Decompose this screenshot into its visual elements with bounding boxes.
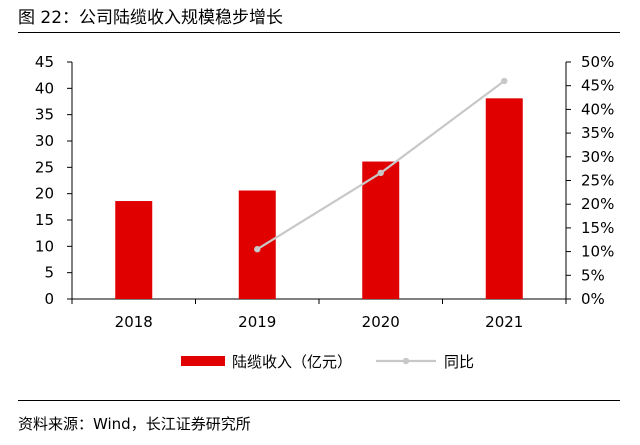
right-tick-label: 45% [581, 77, 614, 95]
source-divider [18, 400, 620, 401]
right-tick-label: 10% [581, 243, 614, 261]
x-tick-label: 2020 [362, 313, 400, 331]
right-tick-label: 20% [581, 195, 614, 213]
right-tick-label: 35% [581, 124, 614, 142]
yoy-point [254, 246, 261, 253]
x-tick-label: 2018 [115, 313, 153, 331]
bar-series [115, 98, 523, 299]
legend: 陆缆收入（亿元） 同比 [181, 353, 474, 371]
bar [238, 190, 276, 299]
yoy-point [377, 169, 384, 177]
bar [362, 161, 400, 299]
left-tick-label: 45 [35, 53, 54, 71]
left-tick-label: 25 [35, 158, 54, 176]
right-tick-label: 15% [581, 219, 614, 237]
x-axis: 2018 2019 2020 2021 [71, 298, 567, 331]
left-tick-label: 35 [35, 106, 54, 124]
legend-bar-swatch [181, 356, 225, 366]
chart: 0 5 10 15 20 25 30 35 40 45 0% 5% 10% 15% 20% 25% 30% 35… [35, 53, 614, 371]
bar [485, 98, 523, 299]
x-tick-label: 2021 [485, 313, 523, 331]
right-tick-label: 50% [581, 53, 614, 71]
bar [115, 201, 153, 299]
yoy-point [501, 77, 508, 85]
left-tick-label: 10 [35, 237, 54, 255]
legend-line-marker [402, 357, 410, 365]
right-tick-label: 5% [581, 266, 605, 284]
left-tick-label: 15 [35, 211, 54, 229]
right-tick-label: 40% [581, 100, 614, 118]
left-tick-label: 30 [35, 132, 54, 150]
x-tick-label: 2019 [238, 313, 276, 331]
right-tick-label: 0% [581, 290, 605, 308]
title-divider [18, 32, 620, 33]
right-tick-label: 25% [581, 172, 614, 190]
figure-title: 图 22：公司陆缆收入规模稳步增长 [18, 8, 284, 28]
left-axis: 0 5 10 15 20 25 30 35 40 45 [35, 53, 73, 308]
yoy-series [254, 77, 508, 253]
left-tick-label: 40 [35, 79, 54, 97]
left-tick-label: 0 [44, 290, 54, 308]
left-tick-label: 5 [44, 264, 54, 282]
right-axis: 0% 5% 10% 15% 20% 25% 30% 35% 40% 45% 50% [565, 53, 614, 308]
right-tick-label: 30% [581, 148, 614, 166]
legend-bar-label: 陆缆收入（亿元） [232, 353, 352, 371]
source-note: 资料来源：Wind，长江证券研究所 [18, 415, 251, 433]
left-tick-label: 20 [35, 185, 54, 203]
legend-line-label: 同比 [444, 353, 474, 371]
